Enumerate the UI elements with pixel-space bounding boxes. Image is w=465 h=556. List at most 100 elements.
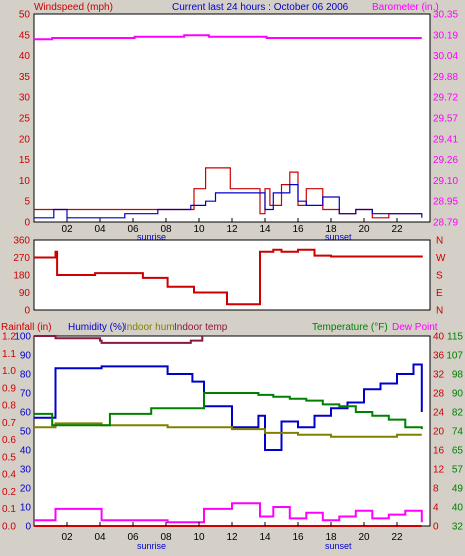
series-wind-direction bbox=[34, 248, 423, 306]
windspeed-tick: 10 bbox=[19, 176, 31, 187]
rainfall-label: Rainfall (in) bbox=[1, 322, 52, 333]
rainfall-tick: 1.1 bbox=[2, 349, 16, 360]
temperature-tick: 49 bbox=[452, 484, 464, 495]
sunrise-label-top: sunrise bbox=[137, 232, 166, 242]
windspeed-tick: 35 bbox=[19, 72, 31, 83]
x-tick-label: 06 bbox=[127, 532, 139, 543]
temperature-tick: 107 bbox=[446, 351, 463, 362]
dewpoint-axis-tick: 32 bbox=[433, 370, 445, 381]
x-tick-label: 14 bbox=[259, 224, 271, 235]
direction-tick: 360 bbox=[13, 236, 30, 247]
direction-plot-area bbox=[33, 239, 431, 311]
temperature-label: Temperature (°F) bbox=[312, 322, 388, 333]
x-tick-label: 10 bbox=[193, 224, 205, 235]
x-tick-label: 22 bbox=[391, 224, 403, 235]
x-tick-label: 18 bbox=[325, 224, 337, 235]
compass-tick: N bbox=[436, 236, 443, 247]
barometer-label: Barometer (in.) bbox=[372, 2, 439, 13]
rainfall-tick: 0.6 bbox=[2, 435, 16, 446]
rainfall-tick: 1.2 bbox=[2, 332, 16, 343]
rainfall-tick: 0.4 bbox=[2, 470, 16, 481]
direction-tick: 180 bbox=[13, 271, 30, 282]
temperature-tick: 115 bbox=[447, 332, 463, 343]
wind-series bbox=[34, 34, 423, 219]
humidity-tick: 50 bbox=[20, 427, 32, 438]
x-tick-label: 08 bbox=[160, 532, 172, 543]
series-indoor-temp bbox=[34, 335, 204, 344]
windspeed-tick: 30 bbox=[19, 93, 31, 104]
dewpoint-axis-tick: 24 bbox=[433, 408, 445, 419]
dewpoint-axis-tick: 40 bbox=[433, 332, 445, 343]
barometer-tick: 29.88 bbox=[433, 72, 458, 83]
dewpoint-axis-tick: 16 bbox=[433, 446, 445, 457]
rainfall-tick: 1.0 bbox=[2, 366, 16, 377]
compass-tick: E bbox=[436, 288, 443, 299]
humidity-tick: 40 bbox=[20, 446, 32, 457]
series-barometer-in- bbox=[34, 34, 422, 41]
dewpoint-axis-tick: 20 bbox=[433, 427, 445, 438]
barometer-tick: 29.72 bbox=[433, 93, 458, 104]
humidity-x-axis: 02 04 06 08 10 12 14 16 18 20 22 bbox=[61, 522, 403, 543]
x-tick-label: 12 bbox=[226, 224, 238, 235]
x-tick-label: 04 bbox=[94, 532, 106, 543]
barometer-tick: 29.26 bbox=[433, 155, 458, 166]
dewpoint-axis-tick: 12 bbox=[433, 465, 445, 476]
wind-plot-area bbox=[33, 13, 431, 223]
windspeed-tick: 5 bbox=[24, 197, 30, 208]
temperature-tick: 65 bbox=[452, 446, 464, 457]
humidity-tick: 100 bbox=[14, 332, 31, 343]
humidity-tick: 0 bbox=[25, 522, 31, 533]
barometer-tick: 28.79 bbox=[433, 218, 458, 229]
x-tick-label: 20 bbox=[358, 532, 370, 543]
humidity-tick: 90 bbox=[20, 351, 32, 362]
sunset-label-top: sunset bbox=[325, 232, 352, 242]
rainfall-tick: 0.2 bbox=[2, 487, 16, 498]
compass-tick: N bbox=[436, 306, 443, 317]
series-humidity- bbox=[34, 363, 423, 451]
x-tick-label: 18 bbox=[325, 532, 337, 543]
humidity-tick: 10 bbox=[20, 503, 32, 514]
compass-tick: S bbox=[436, 271, 443, 282]
direction-tick: 0 bbox=[24, 306, 30, 317]
temperature-tick: 98 bbox=[452, 370, 464, 381]
barometer-tick: 30.35 bbox=[433, 10, 458, 21]
barometer-tick: 29.57 bbox=[433, 114, 458, 125]
barometer-tick: 30.04 bbox=[433, 51, 458, 62]
dewpoint-axis-tick: 28 bbox=[433, 389, 445, 400]
indoor-hum-label: Indoor hum bbox=[124, 322, 175, 333]
barometer-tick: 28.95 bbox=[433, 197, 458, 208]
rainfall-tick: 0.0 bbox=[2, 522, 16, 533]
humidity-tick: 60 bbox=[20, 408, 32, 419]
temperature-tick: 74 bbox=[452, 427, 464, 438]
x-tick-label: 04 bbox=[94, 224, 106, 235]
direction-tick: 90 bbox=[19, 288, 31, 299]
x-tick-label: 02 bbox=[61, 224, 73, 235]
humidity-tick: 20 bbox=[20, 484, 32, 495]
temperature-tick: 40 bbox=[452, 503, 464, 514]
humidity-axes: 0.0 0.1 0.2 0.4 0.5 0.6 0.7 0.8 0.9 1.0 1.1 1.2 0 10 2… bbox=[2, 332, 463, 533]
barometer-y-axis: 28.79 28.95 29.10 29.26 29.41 29.57 29.72 29.88… bbox=[433, 10, 458, 229]
rainfall-tick: 0.9 bbox=[2, 383, 16, 394]
temperature-tick: 90 bbox=[452, 389, 464, 400]
barometer-tick: 30.19 bbox=[433, 30, 458, 41]
chart-title: Current last 24 hours : October 06 2006 bbox=[172, 2, 349, 13]
windspeed-tick: 40 bbox=[19, 51, 31, 62]
rainfall-tick: 0.7 bbox=[2, 418, 16, 429]
x-tick-label: 14 bbox=[259, 532, 271, 543]
direction-series bbox=[34, 248, 423, 306]
x-tick-label: 08 bbox=[160, 224, 172, 235]
x-tick-label: 16 bbox=[292, 532, 304, 543]
windspeed-tick: 25 bbox=[19, 114, 31, 125]
rainfall-tick: 0.1 bbox=[2, 504, 16, 515]
dewpoint-axis-tick: 36 bbox=[433, 351, 445, 362]
humidity-plot-area bbox=[33, 335, 431, 527]
windspeed-label: Windspeed (mph) bbox=[34, 2, 113, 13]
x-tick-label: 02 bbox=[61, 532, 73, 543]
humidity-tick: 70 bbox=[20, 389, 32, 400]
windspeed-tick: 20 bbox=[19, 134, 31, 145]
humidity-series bbox=[34, 335, 423, 527]
dew-point-label: Dew Point bbox=[392, 322, 438, 333]
